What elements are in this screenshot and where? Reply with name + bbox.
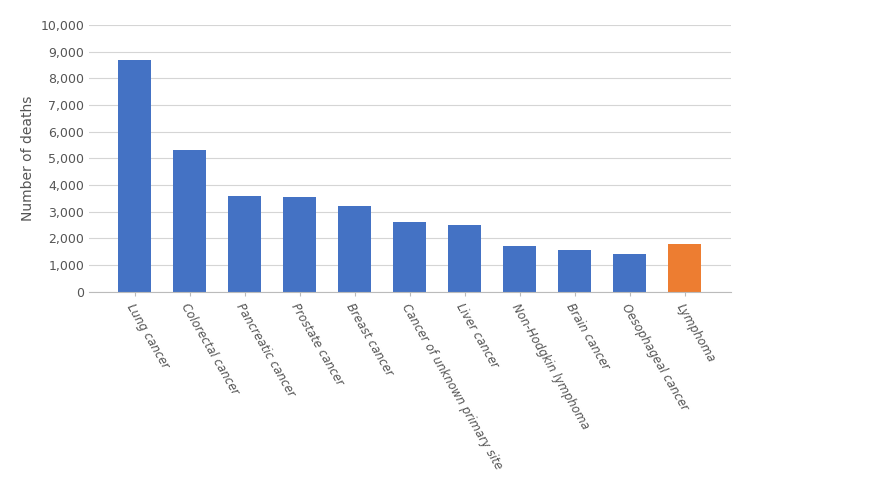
Bar	[448, 225, 481, 292]
Bar	[668, 244, 701, 292]
Bar	[173, 150, 207, 292]
Bar	[393, 222, 427, 292]
Y-axis label: Number of deaths: Number of deaths	[20, 96, 35, 221]
Bar	[559, 250, 592, 292]
Bar	[613, 254, 647, 292]
Bar	[503, 245, 536, 292]
Bar	[119, 60, 151, 292]
Bar	[339, 206, 372, 292]
Bar	[283, 197, 316, 292]
Bar	[228, 196, 261, 292]
